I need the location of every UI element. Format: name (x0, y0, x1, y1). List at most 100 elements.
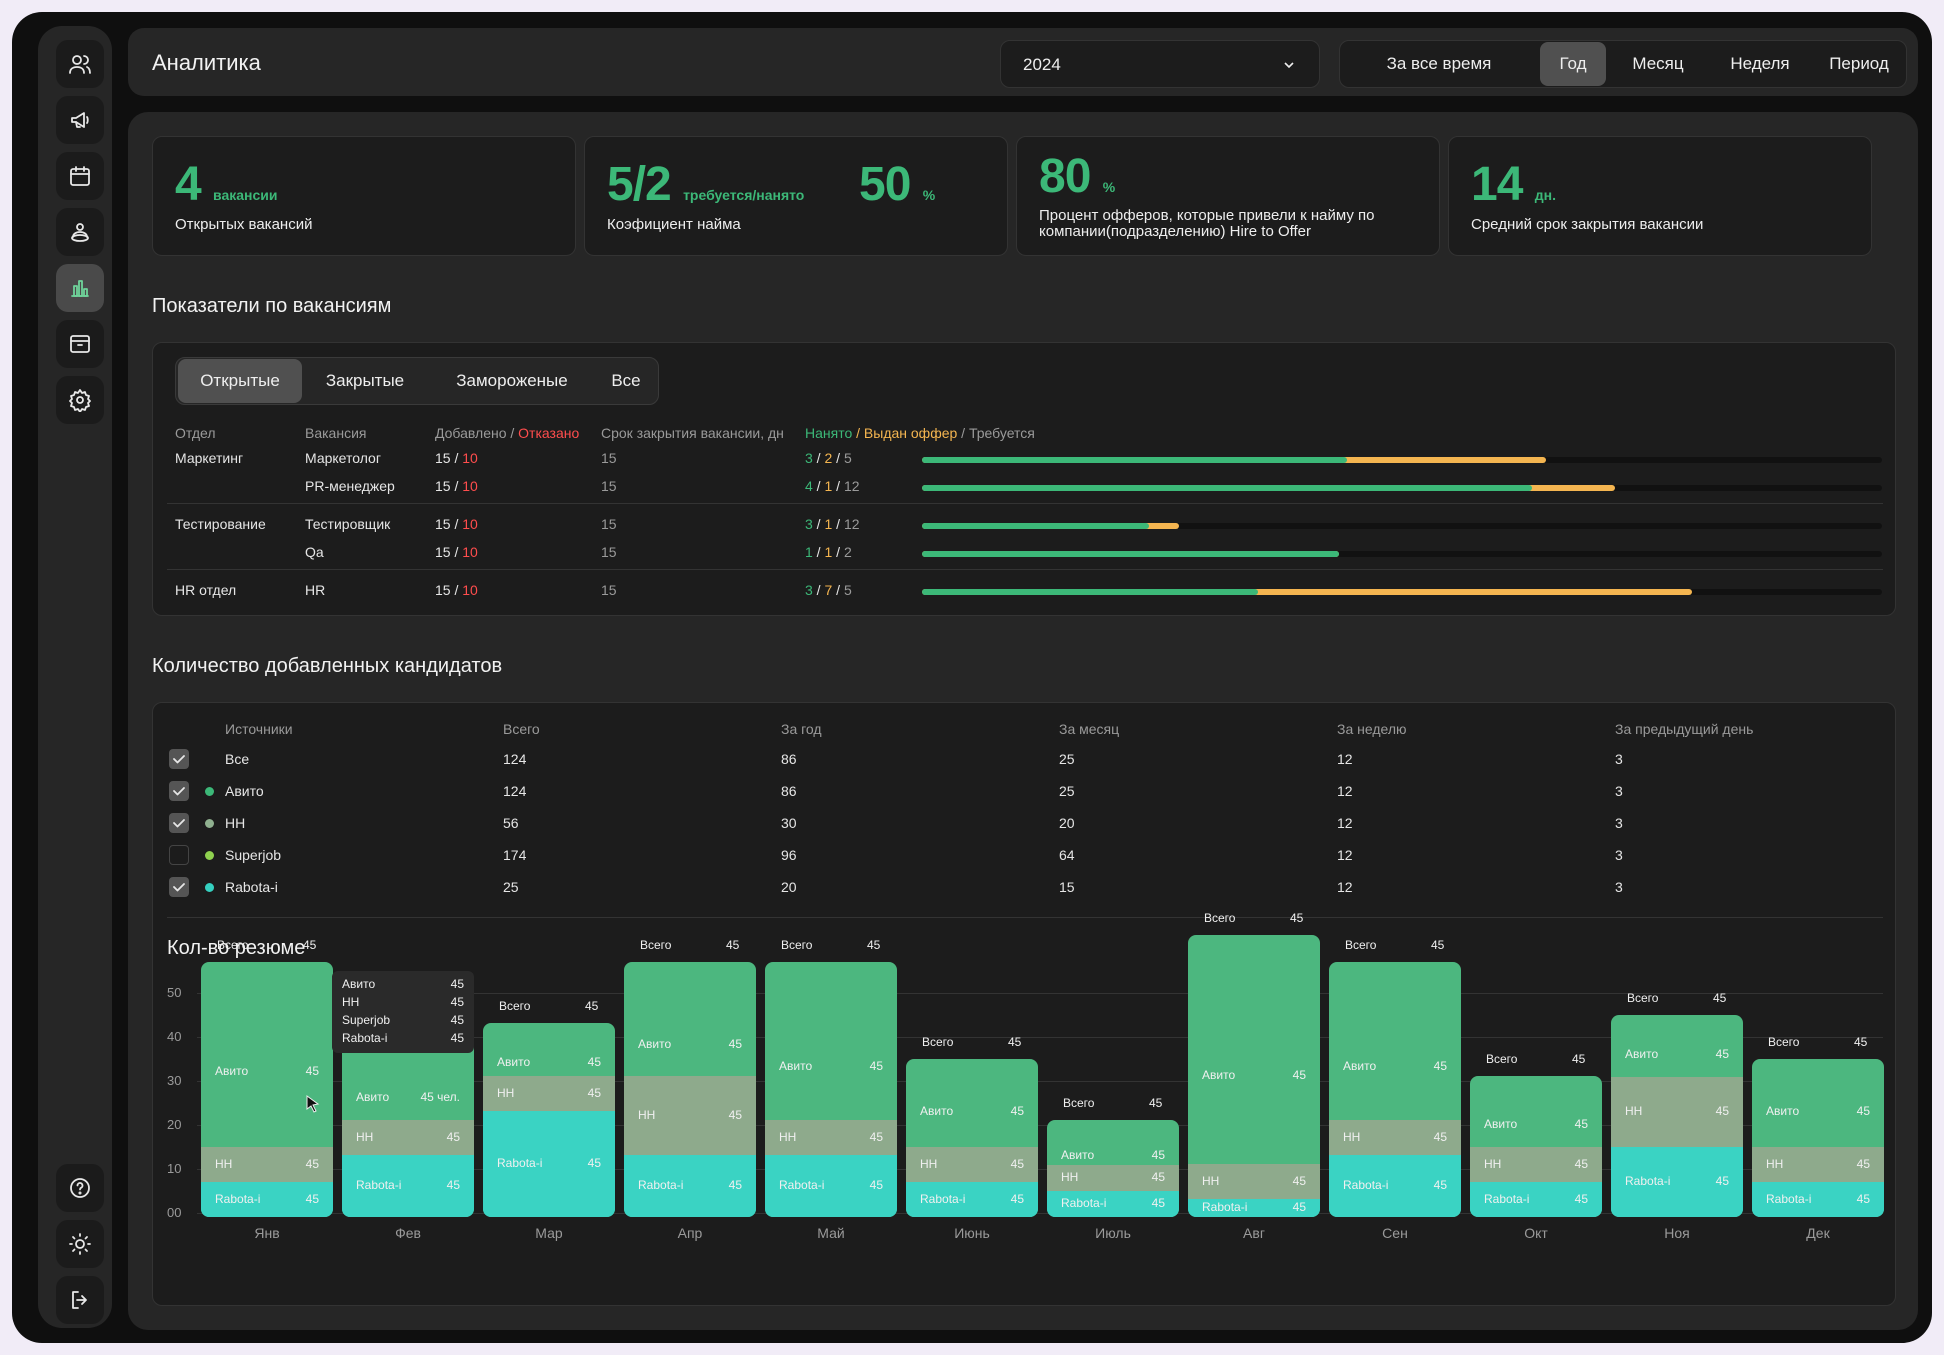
source-checkbox[interactable] (169, 749, 189, 769)
vacancy-name[interactable]: HR (305, 582, 326, 598)
added-rejected: 15 / 10 (435, 478, 478, 494)
month-column[interactable]: Rabota-i 45 HH 45 Авито 45 (765, 962, 897, 1217)
logout-icon[interactable] (56, 1276, 104, 1324)
slash: / (832, 544, 844, 560)
range-month[interactable]: Месяц (1632, 54, 1684, 73)
month-column[interactable]: Rabota-i 45 HH 45 Авито 45 (624, 962, 756, 1217)
source-checkbox[interactable] (169, 845, 189, 865)
kpi-open-unit: вакансии (213, 187, 278, 203)
range-all-time[interactable]: За все время (1386, 54, 1492, 73)
segment-авито: Авито 45 (624, 1014, 756, 1076)
users-icon[interactable] (56, 40, 104, 88)
tooltip-row: Superjob 45 (342, 1013, 464, 1031)
segment-label: HH (1484, 1156, 1502, 1171)
segment-rabota-i: Rabota-i 45 (1470, 1182, 1602, 1217)
tab-closed[interactable]: Закрытые (325, 371, 405, 390)
segment-value: 45 (1574, 1117, 1588, 1131)
kpi-ratio-percent-unit: % (922, 187, 936, 203)
megaphone-icon[interactable] (56, 96, 104, 144)
segment-rabota-i: Rabota-i 45 (201, 1182, 333, 1217)
kpi-avg-days: 14 дн. Средний срок закрытия вакансии (1448, 136, 1872, 256)
source-value: 12 (1337, 751, 1353, 767)
segment-label: Rabota-i (779, 1178, 825, 1192)
close-term: 15 (601, 544, 617, 560)
segment-авито: Авито 45 (483, 1050, 615, 1076)
rejected-count: 10 (462, 544, 478, 560)
dept-name: HR отдел (175, 582, 237, 598)
vacancy-name[interactable]: PR-менеджер (305, 478, 395, 494)
candidates-icon[interactable] (56, 208, 104, 256)
hired-count: 3 (805, 582, 813, 598)
total-label: Всего (1063, 1096, 1095, 1110)
kpi-days-unit: дн. (1534, 187, 1556, 203)
tooltip-value: 45 (450, 1013, 464, 1027)
chart-icon[interactable] (56, 264, 104, 312)
total-value: 45 (1149, 1096, 1163, 1110)
archive-icon[interactable] (56, 320, 104, 368)
segment-value: 45 (1010, 1191, 1024, 1206)
vacancies-box: Открытые Закрытые Замороженые Все Отдел … (152, 342, 1896, 616)
segment-rabota-i: Rabota-i 45 (906, 1182, 1038, 1217)
help-icon[interactable] (56, 1164, 104, 1212)
month-column[interactable]: Rabota-i 45 HH 45 Авито 45 (1329, 962, 1461, 1217)
segment-value: 45 (728, 1037, 742, 1051)
segment-авито: Авито 45 (1611, 1033, 1743, 1077)
segment-авито: Авито 45 (765, 1014, 897, 1120)
month-column[interactable]: Rabota-i 45 HH 45 Авито 45 (1752, 1059, 1884, 1217)
segment-value: 45 (1433, 1129, 1447, 1144)
kpi-ratio-value: 5/2 (607, 158, 672, 211)
month-column[interactable]: Rabota-i 45 HH 45 Авито 45 (1611, 1015, 1743, 1217)
calendar-icon[interactable] (56, 152, 104, 200)
total-label: Всего (1768, 1035, 1800, 1049)
dept-name: Тестирование (175, 516, 266, 532)
theme-icon[interactable] (56, 1220, 104, 1268)
month-column[interactable]: Rabota-i 45 HH 45 Авито 45 (906, 1059, 1038, 1217)
source-checkbox[interactable] (169, 781, 189, 801)
check-icon (173, 819, 185, 828)
slash: / (450, 450, 463, 466)
progress-hired (922, 551, 1339, 557)
tooltip-row: Авито 45 (342, 977, 464, 995)
month-column[interactable]: Rabota-i 45 HH 45 Авито 45 (483, 1023, 615, 1217)
progress-track (922, 551, 1882, 557)
tab-open[interactable]: Открытые (178, 359, 302, 403)
range-week[interactable]: Неделя (1730, 54, 1790, 73)
grid-line (197, 993, 1883, 994)
slash: / (832, 478, 844, 494)
settings-icon[interactable] (56, 376, 104, 424)
total-value: 45 (303, 938, 317, 952)
year-select[interactable]: 2024 (1000, 40, 1320, 88)
month-column[interactable]: Rabota-i 45 HH 45 Авито 45 (1047, 1120, 1179, 1217)
col-hired: Нанято (805, 425, 853, 441)
vacancy-name[interactable]: Тестировщик (305, 516, 391, 532)
segment-value: 45 (1574, 1156, 1588, 1171)
range-year[interactable]: Год (1540, 42, 1606, 86)
tab-frozen[interactable]: Замороженые (456, 371, 568, 390)
month-column[interactable]: Rabota-i 45 HH 45 Авито 45 (1470, 1076, 1602, 1217)
month-column[interactable]: Rabota-i 45 HH 45 Авито 45 (201, 962, 333, 1217)
month-column[interactable]: Rabota-i 45 HH 45 Авито 45 (1188, 935, 1320, 1217)
tab-all[interactable]: Все (611, 371, 641, 390)
slash: / (812, 478, 825, 494)
vacancy-name[interactable]: Qa (305, 544, 324, 560)
dept-name: Маркетинг (175, 450, 244, 466)
hire-stats: 3 / 7 / 5 (805, 582, 852, 598)
hired-count: 1 (805, 544, 813, 560)
total-label: Всего (217, 938, 249, 952)
source-value: 30 (781, 815, 797, 831)
range-period[interactable]: Период (1829, 54, 1889, 73)
segment-rabota-i: Rabota-i 45 (1047, 1191, 1179, 1217)
segment-авито: Авито 45 (1047, 1147, 1179, 1165)
vacancy-name[interactable]: Маркетолог (305, 450, 381, 466)
source-checkbox[interactable] (169, 877, 189, 897)
chevron-down-icon (1284, 62, 1294, 69)
total-label: Всего (640, 938, 672, 952)
segment-value: 45 (1433, 1178, 1447, 1192)
col-year: За год (781, 721, 822, 737)
col-offer: / Выдан оффер (852, 425, 958, 441)
source-checkbox[interactable] (169, 813, 189, 833)
source-name: HH (225, 815, 246, 831)
segment-value: 45 (587, 1055, 601, 1069)
segment-авито: Авито 45 чел. (342, 1076, 474, 1120)
slash: / (450, 582, 463, 598)
